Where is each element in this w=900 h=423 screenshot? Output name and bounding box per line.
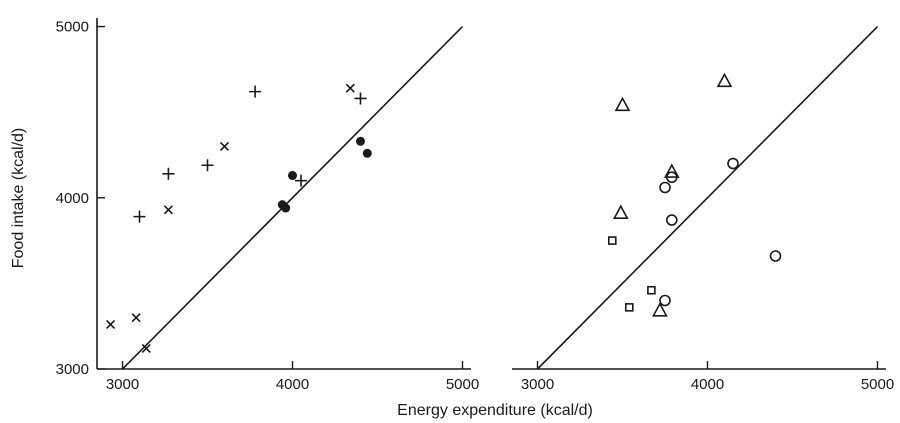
right-x-tick-label: 3000 (521, 376, 554, 393)
right-circle-marker (727, 157, 739, 170)
right-square-marker (624, 303, 634, 312)
x-axis-title: Energy expenditure (kcal/d) (397, 402, 593, 419)
right-identity-line (536, 25, 879, 370)
left-plus-marker (201, 159, 214, 172)
left-cross-marker (219, 141, 230, 151)
right-scatter-panel: 3000 4000 5000 (512, 25, 894, 393)
left-y-tick-label: 3000 (56, 361, 89, 378)
right-square-marker (607, 236, 617, 245)
left-x-tick-label: 3000 (106, 376, 139, 393)
right-circle-marker (659, 294, 671, 307)
left-dot-marker (362, 148, 372, 158)
left-plus-marker (162, 167, 175, 180)
left-cross-marker (141, 343, 151, 354)
left-dot-marker (281, 203, 291, 213)
right-triangle-marker (612, 204, 629, 219)
right-circle-marker (659, 181, 671, 194)
left-plus-marker (133, 210, 146, 223)
left-y-tick-label: 5000 (56, 19, 89, 36)
right-circle-marker (665, 214, 678, 226)
right-triangle-marker (663, 163, 680, 178)
left-plus-marker (295, 174, 307, 187)
left-cross-marker (131, 313, 141, 323)
left-x-tick-label: 5000 (446, 376, 479, 393)
right-x-tick-label: 4000 (691, 376, 724, 393)
left-y-tick-label: 4000 (56, 190, 89, 207)
left-x-tick-label: 4000 (276, 376, 309, 393)
left-cross-marker (163, 205, 173, 215)
left-plus-marker (249, 85, 262, 98)
right-square-marker (647, 285, 656, 295)
y-axis-title: Food intake (kcal/d) (10, 128, 27, 269)
left-cross-marker (345, 83, 355, 93)
left-identity-line (121, 25, 464, 370)
right-triangle-marker (652, 302, 668, 317)
left-dot-marker (288, 171, 297, 181)
left-cross-marker (106, 319, 116, 330)
right-circle-marker (769, 250, 782, 262)
left-plus-marker (354, 92, 367, 105)
right-x-tick-label: 5000 (861, 376, 894, 393)
right-triangle-marker (614, 96, 631, 112)
right-triangle-marker (716, 72, 733, 88)
left-scatter-panel: 3000 4000 5000 3000 4000 5000 (56, 18, 479, 393)
left-dot-marker (356, 136, 365, 146)
right-circle-marker (665, 171, 678, 184)
